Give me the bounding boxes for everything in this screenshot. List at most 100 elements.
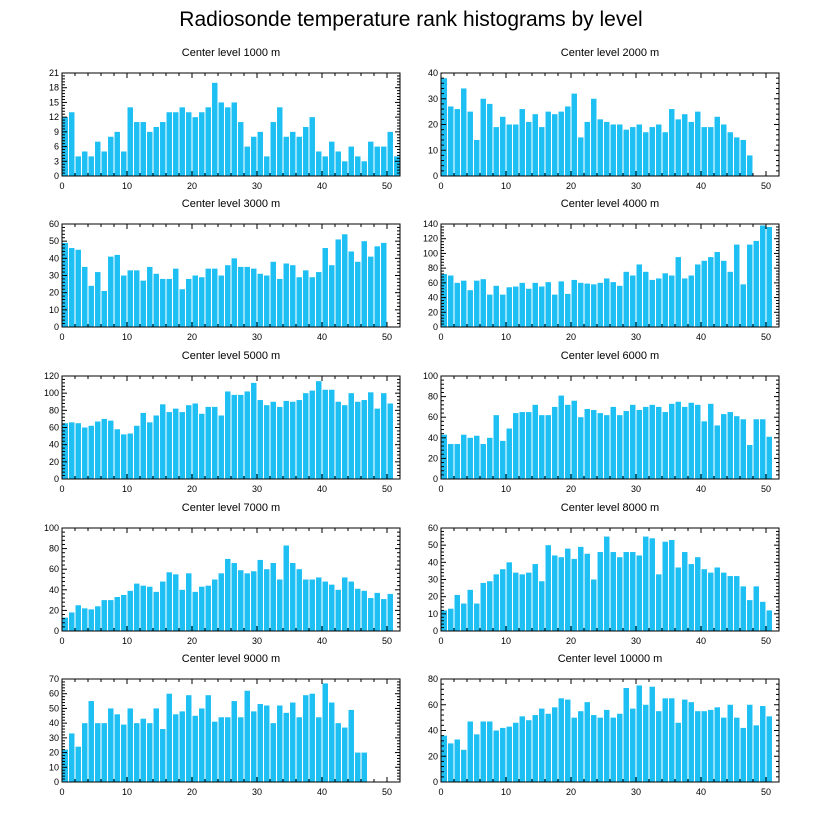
panel-5-bar-20 (571, 400, 577, 479)
panel-5-bar-4 (467, 437, 473, 479)
panel-4-bar-13 (147, 422, 153, 479)
panel-7-bar-22 (584, 553, 590, 631)
panel-2-ytick-label-20: 20 (49, 288, 59, 298)
panel-1-bar-16 (545, 111, 551, 177)
panel-4-bar-11 (134, 425, 140, 479)
panel-7-ytick-label-50: 50 (428, 540, 438, 550)
panel-8-xtick-label-50: 50 (382, 787, 392, 797)
panel-7-xtick-label-20: 20 (566, 636, 576, 646)
panel-5-xtick-label-0: 0 (438, 484, 443, 494)
panel-3-bar-45 (734, 244, 740, 327)
panel-8-bar-34 (283, 712, 289, 782)
panel-4-bar-27 (238, 394, 244, 479)
panel-7-bar-26 (610, 552, 616, 631)
panel-0-bar-1 (69, 112, 75, 176)
panel-5-bar-23 (591, 409, 597, 479)
panel-6-bar-21 (199, 586, 205, 631)
panel-9-bar-32 (649, 686, 655, 782)
panel-7-bar-20 (571, 558, 577, 631)
panel-1-bar-40 (701, 127, 707, 176)
panel-6-ytick-label-60: 60 (49, 564, 59, 574)
panel-9-bar-33 (656, 711, 662, 782)
panel-8-bar-10 (127, 708, 133, 782)
panel-3-xtick-label-10: 10 (501, 332, 511, 342)
panel-0-bar-44 (348, 146, 354, 176)
panel-4-bar-30 (257, 400, 263, 479)
panel-9-bar-24 (597, 717, 603, 783)
panel-1-bar-29 (630, 127, 636, 176)
panel-0-bar-42 (335, 151, 341, 176)
panel-6-xtick-label-50: 50 (382, 636, 392, 646)
panel-8-bar-16 (166, 693, 172, 782)
panel-9-bar-18 (558, 698, 564, 782)
panel-4-bar-28 (244, 391, 250, 479)
panel-0-ytick-label-12: 12 (49, 112, 59, 122)
panel-1-bar-5 (474, 139, 480, 176)
panel-4-bar-5 (95, 421, 101, 479)
panel-1-xtick-label-10: 10 (501, 181, 511, 191)
panel-5-bar-36 (675, 401, 681, 479)
panel-2-xtick-label-0: 0 (59, 332, 64, 342)
panel-9-ytick-label-60: 60 (428, 700, 438, 710)
panel-2-bar-25 (225, 265, 231, 327)
panel-1-title: Center level 2000 m (561, 47, 659, 59)
panel-5-ytick-label-20: 20 (428, 453, 438, 463)
panel-2-xtick-label-20: 20 (187, 332, 197, 342)
panel-7-ytick-label-10: 10 (428, 609, 438, 619)
panel-4-bar-44 (348, 393, 354, 479)
panel-4-bar-25 (225, 391, 231, 479)
panel-6-bar-30 (257, 559, 263, 631)
panel-2-bar-39 (316, 272, 322, 327)
panel-4-bar-48 (374, 408, 380, 479)
panel-3-bar-24 (597, 282, 603, 327)
panel-7-bar-29 (630, 552, 636, 631)
panel-4-title: Center level 5000 m (182, 350, 280, 362)
panel-9-bar-38 (688, 702, 694, 782)
panel-9-bar-37 (682, 699, 688, 782)
panel-2-bar-35 (290, 265, 296, 327)
panel-7-bar-23 (591, 579, 597, 631)
panel-5-bar-28 (623, 411, 629, 479)
panel-3-bar-49 (760, 225, 766, 327)
panel-5-bar-26 (610, 406, 616, 479)
panel-7-bar-39 (695, 557, 701, 631)
panel-3-bar-19 (565, 293, 571, 327)
panel-7-bar-8 (493, 574, 499, 631)
panel-5-bar-22 (584, 408, 590, 479)
panel-0-bar-27 (238, 122, 244, 176)
panel-0-bar-32 (270, 122, 276, 176)
panel-7-bar-19 (565, 548, 571, 631)
panel-1-bar-38 (688, 121, 694, 176)
panel-0-bar-34 (283, 136, 289, 176)
panel-5-xtick-label-50: 50 (761, 484, 771, 494)
panel-2-bar-37 (303, 270, 309, 327)
panel-6-bar-45 (355, 588, 361, 631)
panel-2-bar-32 (270, 261, 276, 327)
panel-1-bar-42 (714, 116, 720, 176)
panel-7-ytick-label-30: 30 (428, 575, 438, 585)
panel-3-bar-26 (610, 282, 616, 327)
panel-5-bar-2 (454, 443, 460, 479)
panel-1-bar-26 (610, 124, 616, 176)
panel-5-bar-45 (734, 416, 740, 479)
panel-5-bar-46 (740, 419, 746, 479)
panel-8-bar-32 (270, 723, 276, 782)
panel-0-bar-47 (368, 141, 374, 176)
panel-8-bar-21 (199, 708, 205, 782)
panel-3-bar-5 (474, 280, 480, 327)
panel-8-bar-31 (264, 705, 270, 782)
panel-9-bar-28 (623, 688, 629, 782)
panel-3-xtick-label-50: 50 (761, 332, 771, 342)
panel-9-bar-21 (578, 711, 584, 782)
panel-3-bar-7 (487, 294, 493, 327)
panel-6-bar-35 (290, 563, 296, 631)
panel-6-bar-37 (303, 579, 309, 631)
panel-0-bar-21 (199, 112, 205, 176)
panel-2-bar-45 (355, 261, 361, 327)
panel-4-xtick-label-30: 30 (252, 484, 262, 494)
panel-7-bar-11 (513, 572, 519, 631)
panel-7-xtick-label-10: 10 (501, 636, 511, 646)
panel-1-bar-28 (623, 129, 629, 176)
panel-5-xtick-label-40: 40 (696, 484, 706, 494)
